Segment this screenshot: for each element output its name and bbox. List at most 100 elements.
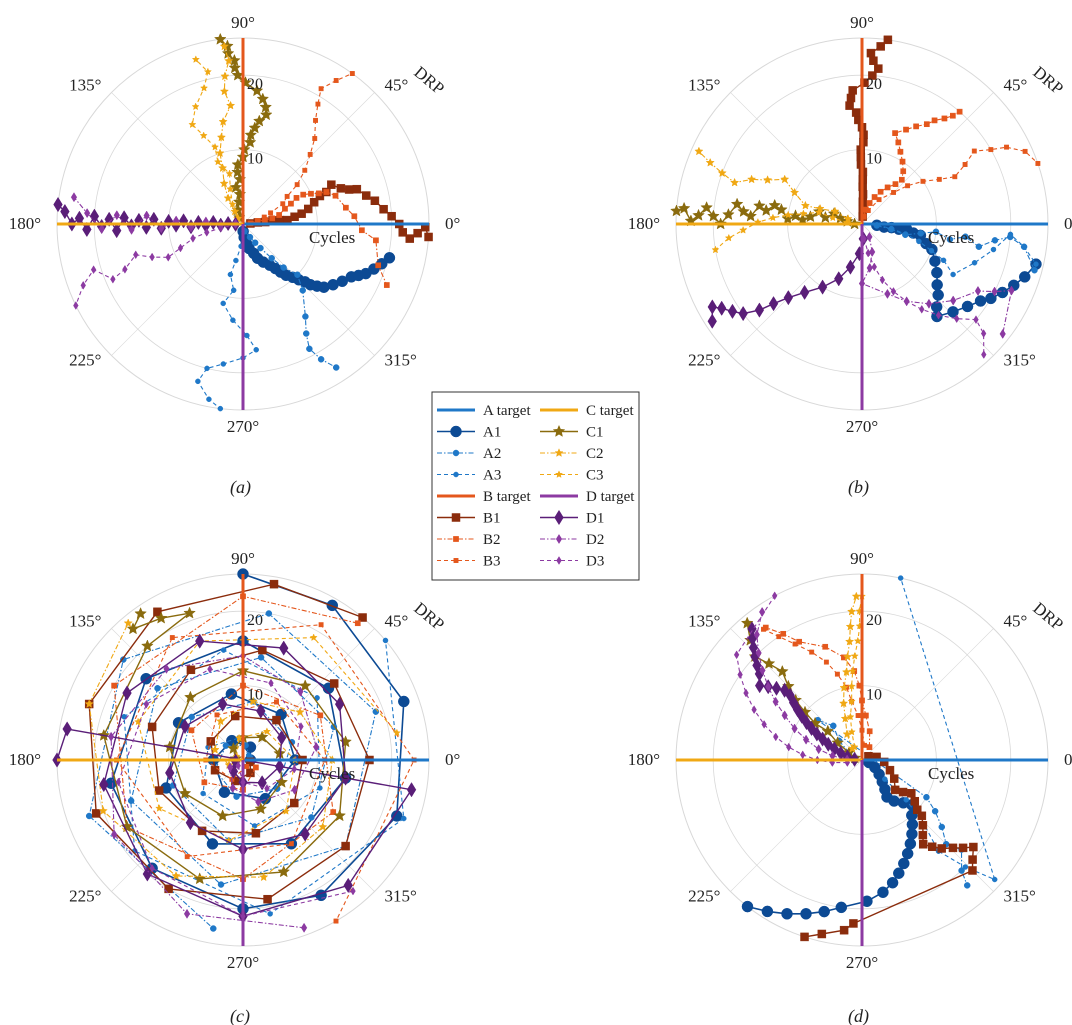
- data-point: [297, 686, 304, 697]
- data-point: [73, 301, 79, 310]
- data-point: [851, 591, 861, 601]
- data-point: [333, 918, 339, 924]
- series-d3: [115, 664, 356, 921]
- data-point: [890, 785, 900, 795]
- legend-label: D1: [586, 511, 604, 527]
- angle-tick-label: 45°: [385, 611, 409, 630]
- data-point: [729, 177, 740, 187]
- data-point: [845, 621, 855, 631]
- data-point: [291, 764, 297, 774]
- data-point: [344, 185, 354, 194]
- data-point: [203, 67, 212, 76]
- grid-spoke: [730, 223, 863, 356]
- legend-entry: C target: [540, 403, 634, 419]
- legend-entry: D2: [540, 532, 604, 548]
- data-point: [255, 796, 262, 807]
- legend-entry: D target: [540, 489, 635, 505]
- data-point: [343, 877, 353, 894]
- data-point: [227, 271, 234, 278]
- data-point: [332, 192, 339, 199]
- data-point: [250, 84, 264, 97]
- data-point: [288, 200, 294, 207]
- series-d1: [707, 231, 868, 329]
- angle-tick-label: 315°: [1004, 351, 1036, 370]
- data-point: [123, 618, 133, 628]
- data-point: [98, 223, 105, 234]
- data-point: [217, 405, 224, 412]
- data-point: [233, 793, 240, 800]
- data-point: [781, 710, 788, 721]
- legend: A target C target A1 C1 A2 C2 A3 C3 B target D ta…: [431, 391, 640, 581]
- data-point: [82, 221, 92, 238]
- radial-tick-label: 10: [247, 687, 263, 704]
- data-point: [341, 841, 350, 851]
- series-a3: [195, 228, 259, 412]
- data-point: [220, 300, 226, 307]
- data-point: [111, 829, 118, 840]
- data-point: [902, 231, 909, 237]
- data-point: [860, 78, 869, 87]
- data-point: [53, 196, 63, 213]
- data-point: [220, 361, 227, 367]
- data-point: [392, 728, 401, 737]
- data-point: [968, 855, 977, 864]
- data-point: [762, 175, 773, 184]
- radial-tick-label: 10: [866, 151, 882, 168]
- data-point: [845, 101, 854, 110]
- data-point: [406, 782, 417, 798]
- data-point: [244, 763, 250, 769]
- angle-tick-label: 225°: [688, 351, 720, 370]
- angle-tick-label: 90°: [850, 13, 874, 32]
- series-a2: [241, 228, 340, 371]
- data-point: [1004, 144, 1009, 150]
- data-point: [256, 703, 266, 719]
- data-point: [910, 796, 920, 806]
- series-line-b3: [863, 146, 1039, 218]
- data-point: [855, 713, 861, 718]
- angle-tick-label: 270°: [846, 953, 878, 972]
- data-point: [149, 863, 155, 873]
- data-point: [149, 252, 155, 262]
- data-point: [297, 209, 306, 218]
- angle-tick-label: 180°: [9, 750, 41, 769]
- data-point: [229, 782, 236, 793]
- data-point: [354, 620, 361, 627]
- data-point: [309, 633, 318, 642]
- data-point: [206, 838, 219, 850]
- panel-label: (d): [848, 1006, 869, 1025]
- data-point: [866, 231, 873, 242]
- data-point: [846, 712, 855, 721]
- data-point: [269, 215, 276, 222]
- data-point: [991, 286, 998, 297]
- data-point: [219, 41, 229, 51]
- data-point: [225, 688, 238, 700]
- data-point: [871, 262, 877, 272]
- legend-label: B1: [483, 511, 501, 527]
- data-point: [184, 690, 197, 703]
- data-point: [780, 174, 790, 184]
- data-point: [844, 636, 855, 646]
- data-point: [847, 727, 856, 736]
- data-point: [968, 866, 977, 875]
- data-point: [761, 626, 766, 632]
- data-point: [759, 665, 766, 676]
- legend-entry: B2: [437, 532, 501, 548]
- data-point: [1033, 261, 1039, 267]
- data-point: [814, 208, 823, 216]
- data-point: [216, 809, 229, 822]
- data-point: [210, 142, 220, 151]
- data-point: [154, 611, 168, 624]
- angle-tick-label: 180°: [9, 214, 41, 233]
- angle-tick-label: 0°: [1064, 214, 1072, 233]
- data-point: [897, 148, 904, 155]
- data-point: [932, 228, 940, 236]
- polar-panels: 0° 45° 90° 135° 180° 225° 270° 315° 10 20 Cycles DR…: [9, 13, 1072, 1025]
- data-point: [851, 108, 861, 117]
- data-point: [268, 210, 274, 216]
- legend-entry: D3: [540, 554, 604, 570]
- legend-marker: [555, 533, 563, 545]
- data-point: [791, 723, 798, 734]
- data-point: [962, 162, 968, 167]
- data-point: [195, 378, 201, 385]
- data-point: [935, 310, 942, 320]
